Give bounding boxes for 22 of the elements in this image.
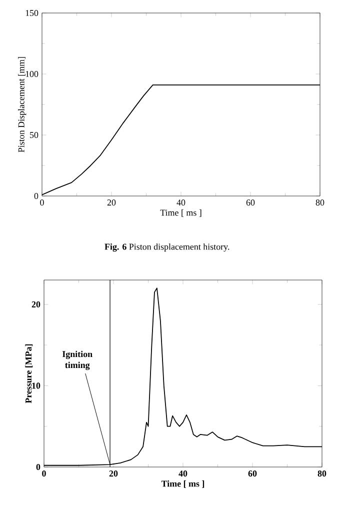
x-tick-label: 80 — [316, 200, 324, 206]
annotation: Ignition timing — [62, 350, 92, 370]
x-axis-title: Time [ ms ] — [160, 209, 202, 217]
y-tick-label: 0 — [34, 192, 38, 200]
text: Fig. 6 Piston displacement history. — [104, 243, 230, 252]
y-tick-label: 100 — [26, 70, 38, 78]
y-tick-label: 50 — [30, 132, 38, 138]
y-tick-label: 10 — [32, 382, 40, 389]
y-tick-label: 20 — [32, 301, 40, 308]
y-axis-title: Pressure [MPa] — [25, 344, 33, 404]
y-axis-title: Piston Displacement [mm] — [18, 57, 26, 152]
x-tick-label: 80 — [318, 470, 326, 477]
y-tick-label: 0 — [36, 464, 40, 470]
x-tick-label: 20 — [109, 470, 118, 477]
x-tick-label: 20 — [107, 200, 116, 206]
x-tick-label: 0 — [42, 470, 46, 477]
x-tick-label: 40 — [176, 200, 186, 206]
x-tick-label: 60 — [246, 200, 255, 206]
x-tick-label: 60 — [248, 470, 257, 477]
x-tick-label: 40 — [178, 470, 188, 477]
y-tick-label: 150 — [26, 10, 38, 16]
x-axis-title: Time [ ms ] — [161, 480, 204, 488]
